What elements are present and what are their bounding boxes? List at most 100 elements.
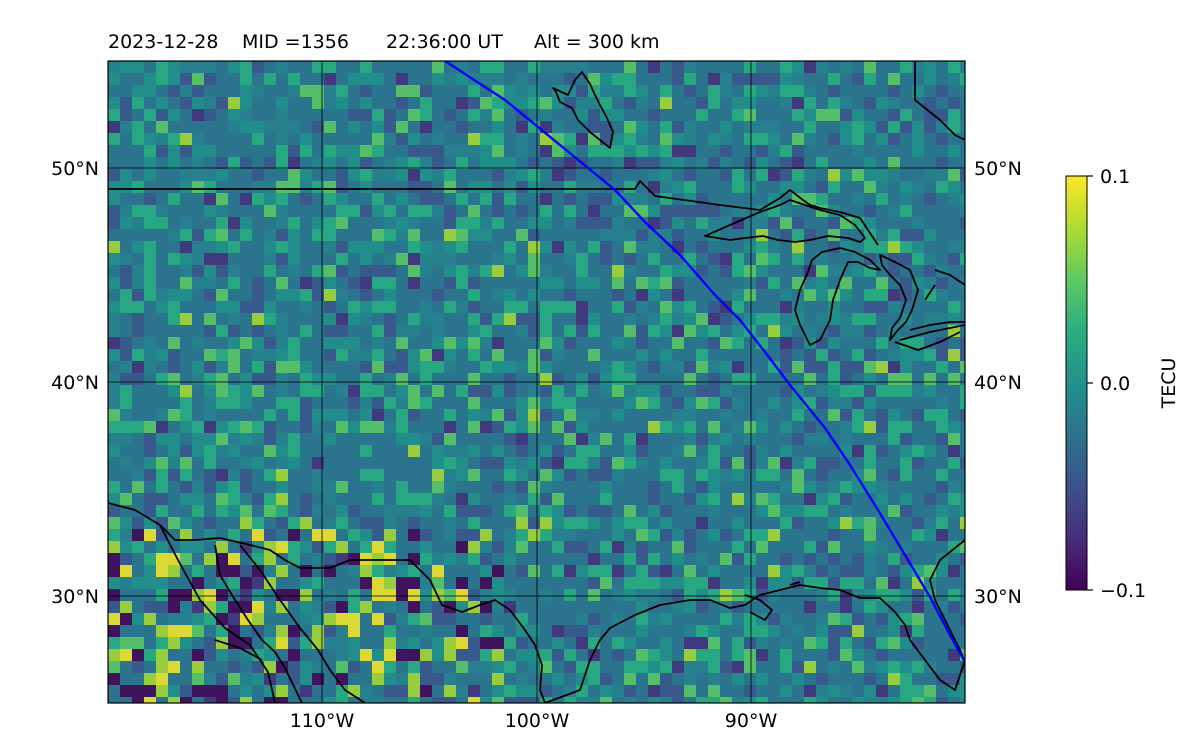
tec-cell <box>828 697 840 703</box>
tec-cell <box>948 145 960 157</box>
tec-cell <box>636 421 648 433</box>
tec-cell <box>828 229 840 241</box>
tec-cell <box>348 493 360 505</box>
tec-cell <box>480 649 492 661</box>
tec-cell <box>516 241 528 253</box>
mississippi-delta <box>744 581 801 621</box>
tec-cell <box>192 649 204 661</box>
tec-cell <box>492 217 504 229</box>
tec-cell <box>648 397 660 409</box>
tec-cell <box>636 565 648 577</box>
tec-cell <box>552 601 564 613</box>
tec-cell <box>696 649 708 661</box>
tec-cell <box>600 673 612 685</box>
tec-cell <box>600 565 612 577</box>
tec-cell <box>432 337 444 349</box>
tec-cell <box>888 637 900 649</box>
tec-cell <box>408 565 420 577</box>
tec-cell <box>600 373 612 385</box>
tec-cell <box>384 349 396 361</box>
tec-cell <box>120 325 132 337</box>
tec-cell <box>180 229 192 241</box>
tec-cell <box>768 565 780 577</box>
tec-cell <box>336 85 348 97</box>
tec-cell <box>624 577 636 589</box>
tec-cell <box>912 493 924 505</box>
tec-cell <box>552 421 564 433</box>
tec-cell <box>672 493 684 505</box>
tec-cell <box>156 313 168 325</box>
tec-cell <box>924 181 936 193</box>
tec-cell <box>648 433 660 445</box>
tec-cell <box>108 145 120 157</box>
tec-cell <box>720 205 732 217</box>
tec-cell <box>792 133 804 145</box>
tec-cell <box>660 277 672 289</box>
tec-cell <box>528 85 540 97</box>
tec-cell <box>888 229 900 241</box>
tec-cell <box>204 613 216 625</box>
tec-cell <box>708 481 720 493</box>
tec-cell <box>876 385 888 397</box>
tec-cell <box>876 313 888 325</box>
tec-cell <box>876 637 888 649</box>
tec-cell <box>300 205 312 217</box>
tec-cell <box>516 565 528 577</box>
tec-cell <box>348 649 360 661</box>
tec-cell <box>660 421 672 433</box>
tec-cell <box>372 589 384 601</box>
tec-cell <box>240 325 252 337</box>
tec-cell <box>576 457 588 469</box>
tec-cell <box>348 517 360 529</box>
tec-cell <box>828 325 840 337</box>
tec-cell <box>960 553 965 565</box>
tec-cell <box>408 481 420 493</box>
tec-cell <box>720 613 732 625</box>
tec-cell <box>780 685 792 697</box>
tec-cell <box>744 409 756 421</box>
tec-cell <box>120 349 132 361</box>
tec-cell <box>312 301 324 313</box>
tec-cell <box>816 541 828 553</box>
tec-cell <box>600 553 612 565</box>
tec-cell <box>648 385 660 397</box>
tec-cell <box>456 121 468 133</box>
tec-cell <box>324 337 336 349</box>
tec-cell <box>408 685 420 697</box>
tec-cell <box>144 397 156 409</box>
tec-cell <box>768 481 780 493</box>
tec-cell <box>456 517 468 529</box>
tec-cell <box>864 133 876 145</box>
tec-cell <box>780 625 792 637</box>
tec-cell <box>756 169 768 181</box>
tec-cell <box>948 289 960 301</box>
tec-cell <box>216 85 228 97</box>
tec-cell <box>228 385 240 397</box>
tec-cell <box>564 673 576 685</box>
tec-cell <box>852 217 864 229</box>
tec-cell <box>720 193 732 205</box>
tec-cell <box>420 193 432 205</box>
tec-cell <box>168 553 180 565</box>
tec-cell <box>396 349 408 361</box>
tec-cell <box>348 385 360 397</box>
tec-cell <box>240 73 252 85</box>
tec-cell <box>252 121 264 133</box>
tec-cell <box>576 577 588 589</box>
tec-cell <box>900 697 912 703</box>
tec-cell <box>144 625 156 637</box>
tec-cell <box>456 613 468 625</box>
tec-cell <box>360 97 372 109</box>
tec-cell <box>240 205 252 217</box>
tec-cell <box>288 133 300 145</box>
tec-cell <box>276 229 288 241</box>
tec-cell <box>936 481 948 493</box>
tec-cell <box>288 229 300 241</box>
tec-cell <box>840 277 852 289</box>
tec-cell <box>960 565 965 577</box>
tec-cell <box>156 673 168 685</box>
tec-cell <box>276 253 288 265</box>
tec-cell <box>732 457 744 469</box>
tec-cell <box>420 241 432 253</box>
tec-cell <box>252 673 264 685</box>
